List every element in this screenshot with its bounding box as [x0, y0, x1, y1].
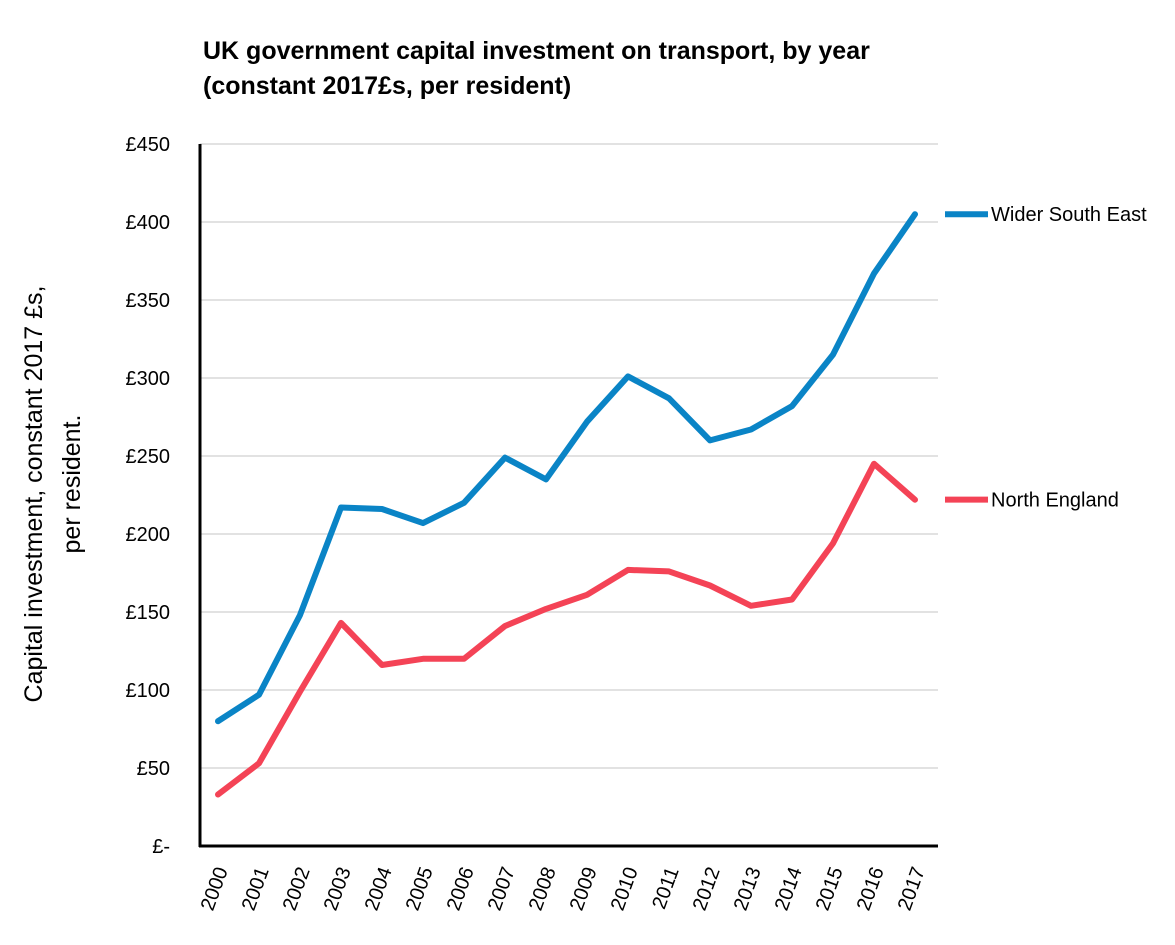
y-axis-ticks: £- £50 £100 £150 £200 £250 £300 £350 £400 £450 [126, 134, 171, 858]
gridlines [200, 143, 938, 769]
x-tick-label: 2002 [279, 864, 315, 913]
y-tick-label: £350 [126, 290, 171, 312]
x-tick-label: 2008 [525, 864, 561, 913]
series-line-wider-south-east [215, 211, 918, 725]
y-tick-label: £400 [126, 212, 171, 234]
x-tick-label: 2005 [402, 864, 438, 913]
chart-title-line-2: (constant 2017£s, per resident) [203, 72, 571, 100]
x-tick-label: 2010 [607, 864, 643, 913]
x-tick-label: 2000 [197, 864, 233, 913]
y-tick-label: £250 [126, 446, 171, 468]
chart-title: UK government capital investment on tran… [203, 37, 870, 100]
x-tick-label: 2015 [812, 864, 848, 913]
x-tick-label: 2011 [648, 864, 683, 912]
chart-title-line-1: UK government capital investment on tran… [203, 37, 870, 65]
x-tick-label: 2004 [361, 864, 397, 913]
x-axis-ticks: 2000 2001 2002 2003 2004 2005 2006 2007 2008 2009… [197, 864, 930, 913]
y-tick-label: £- [152, 836, 170, 858]
x-tick-label: 2014 [771, 864, 807, 913]
y-tick-label: £450 [126, 134, 171, 156]
legend-label: Wider South East [991, 204, 1147, 226]
x-tick-label: 2001 [238, 864, 274, 913]
y-tick-label: £300 [126, 368, 171, 390]
y-axis-title-line-2: per resident. [58, 415, 86, 554]
x-tick-label: 2003 [320, 864, 356, 913]
y-tick-label: £50 [137, 758, 170, 780]
series-line-north-england [215, 460, 918, 798]
x-tick-label: 2009 [566, 864, 602, 913]
y-tick-label: £100 [126, 680, 171, 702]
x-tick-label: 2013 [730, 864, 766, 913]
y-tick-label: £150 [126, 602, 171, 624]
legend: Wider South East North England [945, 204, 1147, 512]
x-tick-label: 2016 [853, 864, 889, 913]
series-lines [215, 211, 918, 798]
y-axis-title: Capital investment, constant 2017 £s, pe… [20, 286, 86, 703]
legend-label: North England [991, 490, 1119, 512]
x-tick-label: 2012 [689, 864, 725, 913]
x-tick-label: 2017 [894, 864, 930, 913]
axes [198, 144, 938, 848]
y-tick-label: £200 [126, 524, 171, 546]
x-tick-label: 2007 [484, 864, 520, 913]
y-axis-title-line-1: Capital investment, constant 2017 £s, [20, 286, 48, 703]
x-tick-label: 2006 [443, 864, 479, 913]
